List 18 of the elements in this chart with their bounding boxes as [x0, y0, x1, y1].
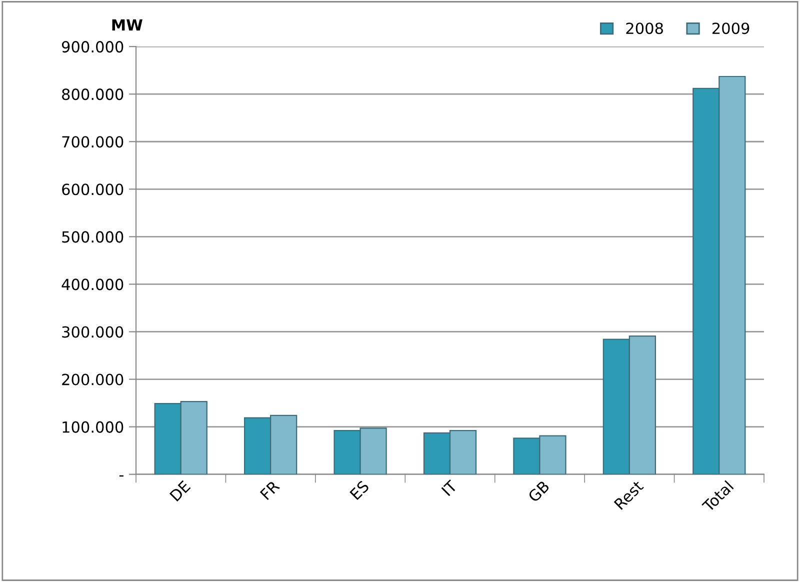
y-tick-label: 400.000 [62, 278, 124, 290]
x-tick-label: GB [527, 480, 550, 503]
y-tick-label: 700.000 [62, 136, 124, 148]
y-tick-label: 200.000 [62, 374, 124, 386]
y-tick-label: - [119, 475, 124, 477]
y-tick-label: 500.000 [62, 231, 124, 243]
y-tick-label: 800.000 [62, 88, 124, 100]
y-tick-label: 600.000 [62, 184, 124, 196]
x-tick-label: FR [260, 480, 280, 500]
y-tick-label: 300.000 [62, 326, 124, 338]
legend-label: 2009 [712, 22, 750, 34]
x-tick-label: DE [169, 480, 191, 502]
x-tick-label: ES [349, 480, 370, 500]
y-tick-label: 900.000 [62, 41, 124, 53]
y-tick-label: 100.000 [62, 421, 124, 433]
legend-label: 2008 [626, 22, 663, 34]
x-tick-label: IT [441, 479, 458, 496]
y-axis-title: MW [112, 19, 142, 31]
